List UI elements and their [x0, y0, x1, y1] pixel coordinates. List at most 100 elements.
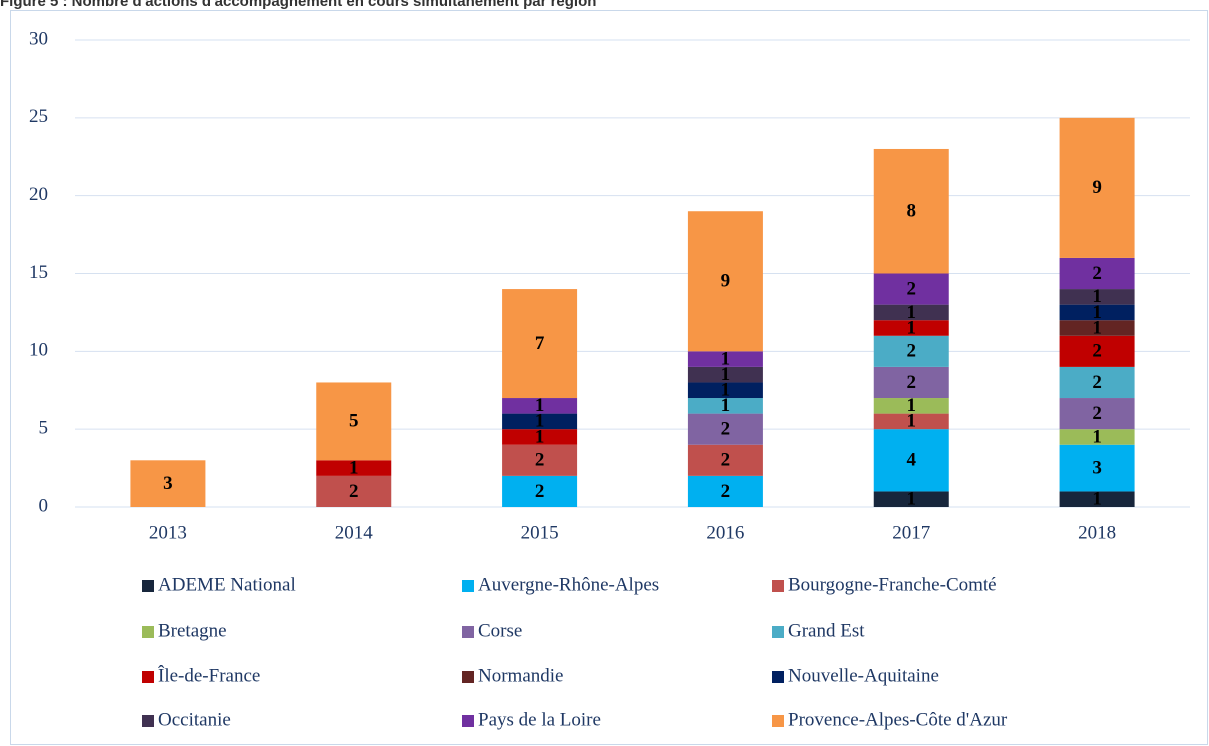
y-tick-label: 15 [29, 262, 48, 283]
data-label: 2 [721, 450, 731, 471]
legend-swatch [142, 626, 154, 638]
legend-swatch [462, 580, 474, 592]
bar-segment [873, 398, 949, 414]
legend-label: Corse [478, 620, 522, 641]
data-label: 2 [535, 481, 545, 502]
data-label: 2 [907, 278, 917, 299]
bar-segment [1059, 320, 1135, 336]
data-label: 1 [1092, 489, 1102, 510]
x-tick-label: 2017 [892, 522, 930, 543]
data-label: 1 [907, 395, 917, 416]
x-tick-label: 2013 [149, 522, 187, 543]
bar-segment [873, 335, 949, 367]
data-label: 2 [1092, 263, 1102, 284]
legend-label: Occitanie [158, 709, 231, 730]
y-tick-label: 0 [39, 495, 49, 516]
data-label: 1 [907, 302, 917, 323]
data-label: 2 [721, 481, 731, 502]
bar-segment [687, 398, 763, 414]
legend-label: Provence-Alpes-Côte d'Azur [788, 709, 1008, 730]
data-label: 2 [1092, 341, 1102, 362]
bar-segment [687, 366, 763, 383]
bar-segment [873, 148, 949, 274]
data-label: 1 [1092, 286, 1102, 307]
x-tick-label: 2014 [335, 522, 374, 543]
bar-segment [1059, 304, 1135, 321]
bar-segment [1059, 398, 1135, 430]
data-label: 2 [1092, 372, 1102, 393]
data-label: 3 [1092, 457, 1102, 478]
data-label: 1 [535, 395, 545, 416]
legend-label: Grand Est [788, 620, 865, 641]
bar-segment [873, 320, 949, 336]
bar-segment [873, 491, 949, 507]
data-label: 2 [721, 419, 731, 440]
data-label: 1 [907, 411, 917, 432]
x-tick-label: 2018 [1078, 522, 1116, 543]
x-tick-label: 2016 [706, 522, 744, 543]
legend-label: Normandie [478, 665, 563, 686]
data-label: 9 [1092, 177, 1102, 198]
bar-segment [687, 475, 763, 507]
data-label: 2 [1092, 403, 1102, 424]
legend-swatch [142, 580, 154, 592]
data-label: 1 [349, 457, 359, 478]
bar-segment [873, 304, 949, 321]
bar-segment [1059, 289, 1135, 305]
legend-swatch [772, 580, 784, 592]
data-label: 1 [1092, 317, 1102, 338]
bar-segment [687, 211, 763, 352]
legend-swatch [142, 671, 154, 683]
bar-segment [1059, 444, 1135, 492]
legend-swatch [772, 671, 784, 683]
data-label: 1 [535, 411, 545, 432]
data-label: 1 [721, 395, 731, 416]
data-label: 1 [721, 380, 731, 401]
bar-segment [873, 429, 949, 492]
data-label: 1 [535, 426, 545, 447]
legend-swatch [462, 715, 474, 727]
bar-segment [1059, 257, 1135, 290]
data-label: 3 [163, 473, 173, 494]
data-label: 1 [721, 348, 731, 369]
bar-segment [316, 475, 392, 507]
bar-segment [873, 366, 949, 399]
legend-label: Bretagne [158, 620, 227, 641]
legend-label: Pays de la Loire [478, 709, 601, 730]
data-label: 5 [349, 411, 359, 432]
data-label: 2 [349, 481, 359, 502]
bar-segment [687, 413, 763, 445]
bar-segment [873, 273, 949, 305]
legend-swatch [772, 715, 784, 727]
legend-label: ADEME National [158, 574, 296, 595]
y-tick-label: 30 [29, 28, 48, 49]
bar-segment [130, 460, 206, 507]
y-tick-label: 25 [29, 106, 48, 127]
legend-swatch [772, 626, 784, 638]
data-label: 9 [721, 271, 731, 292]
bar-segment [316, 460, 392, 476]
legend-swatch [142, 715, 154, 727]
data-label: 2 [907, 341, 917, 362]
bar-segment [502, 444, 578, 476]
data-label: 8 [907, 201, 917, 222]
x-tick-label: 2015 [521, 522, 559, 543]
y-tick-label: 20 [29, 184, 48, 205]
legend-label: Auvergne-Rhône-Alpes [478, 574, 659, 595]
bar-segment [1059, 335, 1135, 367]
bar-segment [502, 429, 578, 445]
legend-label: Nouvelle-Aquitaine [788, 665, 939, 686]
legend-label: Bourgogne-Franche-Comté [788, 574, 997, 595]
y-tick-label: 5 [39, 418, 49, 439]
bar-segment [502, 398, 578, 414]
data-label: 1 [1092, 302, 1102, 323]
bar-segment [502, 475, 578, 507]
chart-title: Figure 5 : Nombre d'actions d'accompagne… [0, 0, 596, 10]
data-label: 1 [907, 317, 917, 338]
legend-label: Île-de-France [158, 664, 260, 686]
data-label: 1 [1092, 426, 1102, 447]
data-label: 2 [535, 450, 545, 471]
bar-segment [1059, 117, 1135, 258]
data-label: 1 [721, 364, 731, 385]
